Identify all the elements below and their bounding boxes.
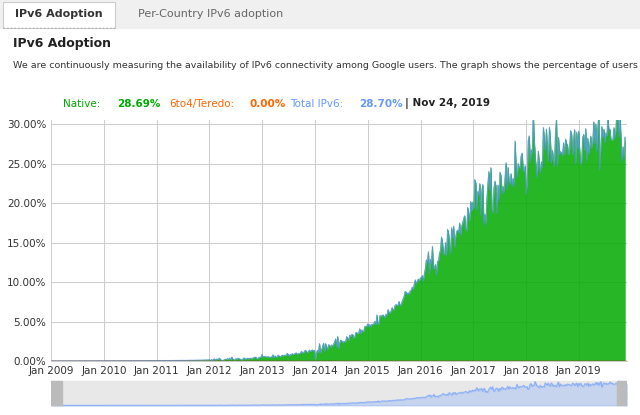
Text: 28.69%: 28.69% [118,99,161,109]
Text: IPv6 Adoption: IPv6 Adoption [15,9,103,19]
FancyBboxPatch shape [3,2,115,27]
Text: We are continuously measuring the availability of IPv6 connectivity among Google: We are continuously measuring the availa… [13,61,640,71]
Text: Per-Country IPv6 adoption: Per-Country IPv6 adoption [138,9,283,19]
Text: Native:: Native: [63,99,100,109]
Text: | Nov 24, 2019: | Nov 24, 2019 [406,98,490,109]
Bar [51,381,61,405]
Text: 28.70%: 28.70% [360,99,403,109]
Text: 6to4/Teredo:: 6to4/Teredo: [169,99,234,109]
Text: Total IPv6:: Total IPv6: [291,99,344,109]
Text: IPv6 Adoption: IPv6 Adoption [13,37,111,49]
Bar [617,381,627,405]
Text: 0.00%: 0.00% [250,99,286,109]
